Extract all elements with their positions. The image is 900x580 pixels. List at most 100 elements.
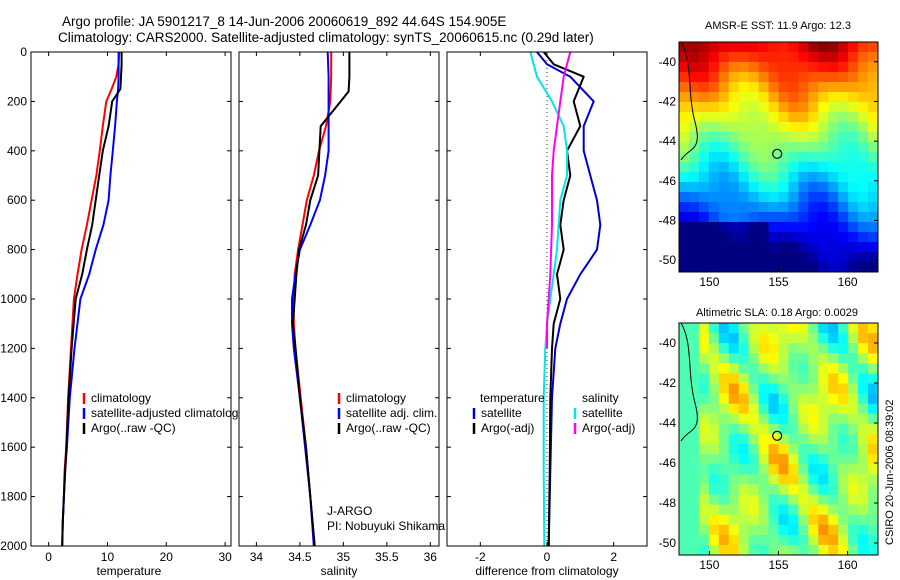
heatmap-cell: [758, 454, 769, 465]
heatmap-cell: [788, 494, 799, 505]
heatmap-cell: [688, 252, 700, 263]
heatmap-cell: [679, 182, 690, 193]
heatmap-cell: [718, 504, 730, 516]
heatmap-cell: [748, 262, 759, 273]
heatmap-cell: [708, 132, 720, 143]
heatmap-cell: [738, 52, 750, 63]
heatmap-cell: [798, 393, 809, 405]
heatmap-cell: [748, 323, 759, 334]
heatmap-cell: [738, 474, 750, 485]
heatmap-cell: [718, 262, 730, 273]
heatmap-cell: [858, 383, 869, 395]
heatmap-cell: [768, 403, 779, 415]
heatmap-cell: [838, 52, 849, 63]
heatmap-cell: [838, 212, 849, 223]
heatmap-cell: [858, 464, 869, 475]
heatmap-cell: [848, 464, 859, 475]
heatmap-cell: [748, 52, 759, 63]
map-y-tick-label: -44: [659, 134, 677, 148]
heatmap-cell: [679, 162, 690, 173]
heatmap-cell: [858, 252, 869, 263]
heatmap-cell: [738, 343, 750, 354]
heatmap-cell: [688, 102, 700, 113]
heatmap-cell: [838, 62, 849, 73]
heatmap-cell: [718, 112, 730, 123]
heatmap-cell: [808, 112, 819, 123]
heatmap-cell: [778, 132, 789, 143]
heatmap-cell: [818, 232, 829, 243]
heatmap-cell: [758, 433, 769, 445]
heatmap-cell: [828, 112, 839, 123]
heatmap-cell: [718, 403, 730, 415]
heatmap-cell: [728, 172, 740, 183]
heatmap-cell: [728, 122, 740, 133]
heatmap-cell: [818, 464, 829, 475]
heatmap-cell: [858, 343, 869, 354]
heatmap-cell: [738, 222, 750, 233]
heatmap-cell: [818, 152, 829, 163]
difference-legend: temperature salinitysatelliteArgo(-adj)sa…: [472, 391, 635, 435]
heatmap-cell: [818, 222, 829, 233]
heatmap-cell: [838, 142, 849, 153]
heatmap-cell: [679, 112, 690, 123]
heatmap-cell: [828, 504, 839, 516]
heatmap-cell: [768, 82, 779, 93]
heatmap-cell: [808, 413, 819, 425]
heatmap-cell: [708, 373, 720, 384]
heatmap-cell: [688, 383, 700, 395]
heatmap-cell: [868, 222, 879, 233]
heatmap-cell: [708, 413, 720, 425]
heatmap-cell: [748, 423, 759, 435]
heatmap-cell: [679, 92, 690, 103]
series-line-argo: [291, 52, 351, 547]
heatmap-cell: [848, 122, 859, 133]
heatmap-cell: [768, 62, 779, 73]
heatmap-cell: [738, 102, 750, 113]
heatmap-cell: [818, 524, 829, 536]
salinity-panel: 34 34.5 35 35.5 36 salinity climatologysatel…: [238, 51, 445, 578]
heatmap-cell: [808, 152, 819, 163]
heatmap-cell: [858, 444, 869, 455]
heatmap-cell: [868, 232, 879, 243]
map-y-tick-label: -48: [659, 213, 677, 227]
heatmap-cell: [868, 72, 879, 83]
heatmap-cell: [858, 152, 869, 163]
x-tick-label: 20: [160, 550, 174, 564]
heatmap-cell: [698, 72, 710, 83]
heatmap-cell: [718, 222, 730, 233]
heatmap-cell: [698, 514, 710, 526]
heatmap-cell: [838, 92, 849, 103]
heatmap-cell: [848, 82, 859, 93]
heatmap-cell: [848, 42, 859, 53]
heatmap-cell: [738, 423, 750, 435]
heatmap-cell: [708, 122, 720, 133]
heatmap-cell: [838, 504, 849, 516]
heatmap-cell: [808, 504, 819, 516]
x-tick-label: 35: [337, 550, 351, 564]
heatmap-cell: [768, 413, 779, 425]
map-y-tick-label: -40: [659, 55, 677, 69]
heatmap-cell: [718, 514, 730, 526]
y-tick-label: 1000: [0, 292, 27, 306]
heatmap-cell: [688, 72, 700, 83]
heatmap-cell: [758, 92, 769, 103]
heatmap-cell: [828, 62, 839, 73]
heatmap-cell: [848, 52, 859, 63]
heatmap-cell: [698, 353, 710, 364]
heatmap-cell: [718, 192, 730, 203]
heatmap-cell: [808, 252, 819, 263]
heatmap-cell: [828, 152, 839, 163]
heatmap-cell: [758, 62, 769, 73]
heatmap-cell: [728, 544, 740, 556]
heatmap-cell: [788, 534, 799, 546]
heatmap-cell: [688, 202, 700, 213]
heatmap-cell: [748, 122, 759, 133]
heatmap-cell: [748, 132, 759, 143]
sst-map-panel: AMSR-E SST: 11.9 Argo: 12.3 150 155 160 -40…: [659, 20, 879, 289]
heatmap-cell: [728, 92, 740, 103]
heatmap-cell: [748, 363, 759, 374]
heatmap-cell: [778, 353, 789, 364]
heatmap-cell: [788, 454, 799, 465]
heatmap-cell: [679, 464, 690, 475]
heatmap-cell: [718, 494, 730, 505]
